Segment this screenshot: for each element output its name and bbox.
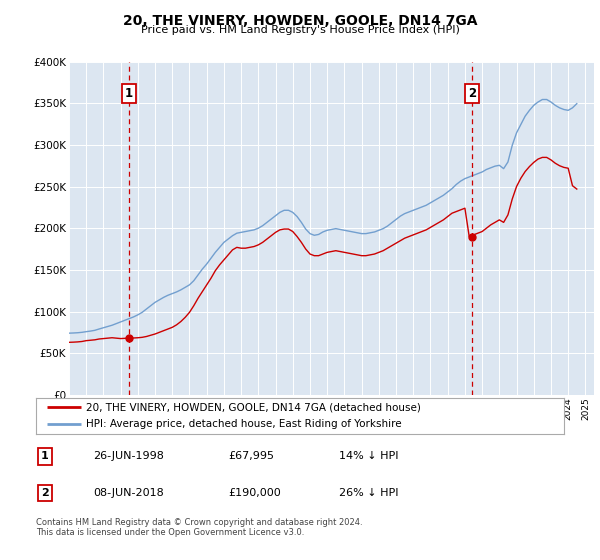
Text: 26% ↓ HPI: 26% ↓ HPI [339, 488, 398, 498]
Text: 20, THE VINERY, HOWDEN, GOOLE, DN14 7GA (detached house): 20, THE VINERY, HOWDEN, GOOLE, DN14 7GA … [86, 403, 421, 412]
Text: Contains HM Land Registry data © Crown copyright and database right 2024.
This d: Contains HM Land Registry data © Crown c… [36, 518, 362, 538]
Text: 26-JUN-1998: 26-JUN-1998 [93, 451, 164, 461]
Text: 08-JUN-2018: 08-JUN-2018 [93, 488, 164, 498]
Text: 14% ↓ HPI: 14% ↓ HPI [339, 451, 398, 461]
Text: 2: 2 [41, 488, 49, 498]
Text: Price paid vs. HM Land Registry's House Price Index (HPI): Price paid vs. HM Land Registry's House … [140, 25, 460, 35]
Text: 1: 1 [125, 87, 133, 100]
Text: 20, THE VINERY, HOWDEN, GOOLE, DN14 7GA: 20, THE VINERY, HOWDEN, GOOLE, DN14 7GA [123, 14, 477, 28]
Text: £67,995: £67,995 [228, 451, 274, 461]
Text: 1: 1 [41, 451, 49, 461]
Text: HPI: Average price, detached house, East Riding of Yorkshire: HPI: Average price, detached house, East… [86, 419, 402, 429]
Text: £190,000: £190,000 [228, 488, 281, 498]
Text: 2: 2 [469, 87, 476, 100]
